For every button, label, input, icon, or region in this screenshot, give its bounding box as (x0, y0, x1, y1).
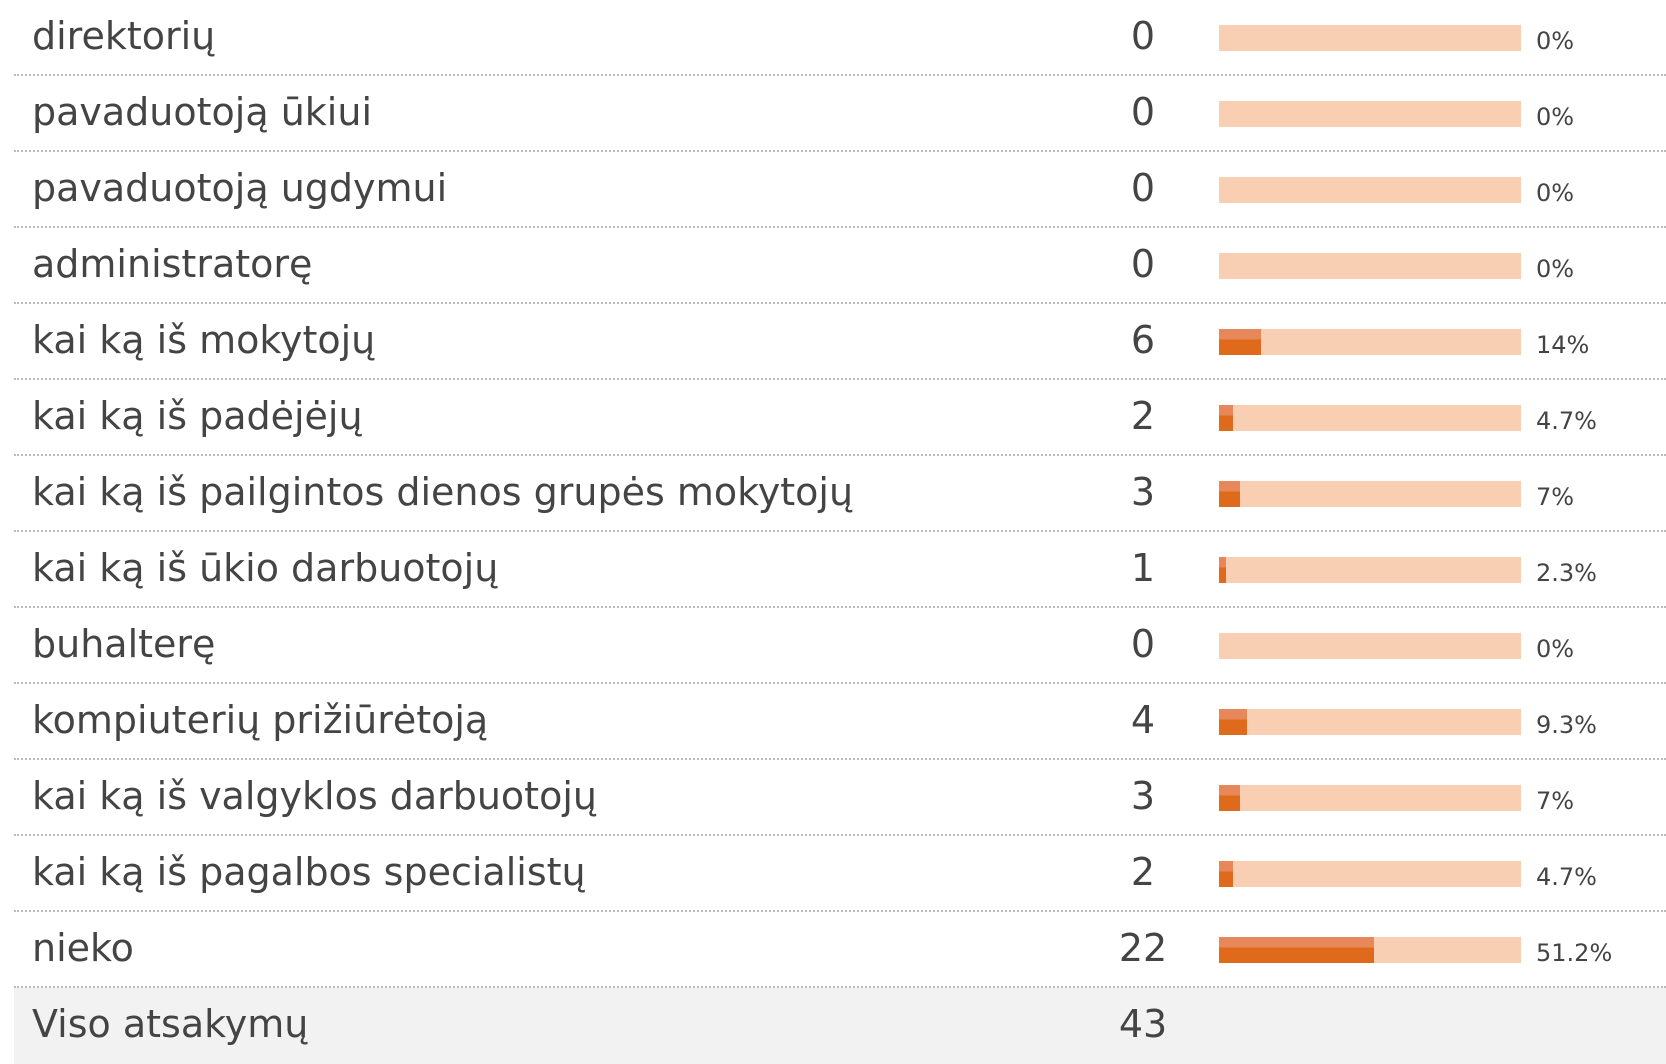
bar (1219, 709, 1248, 735)
option-label: pavaduotoją ūkiui (32, 90, 372, 134)
result-row: kai ką iš pailgintos dienos grupės mokyt… (14, 456, 1666, 532)
result-row: kompiuterių prižiūrėtoją 4 9.3% (14, 684, 1666, 760)
option-count: 4 (1130, 698, 1156, 742)
result-row: kai ką iš ūkio darbuotojų 1 2.3% (14, 532, 1666, 608)
option-label: nieko (32, 926, 134, 970)
percent-label: 4.7% (1536, 407, 1597, 435)
bar-track (1219, 481, 1521, 507)
option-count: 0 (1130, 242, 1156, 286)
total-label: Viso atsakymų (32, 1002, 309, 1046)
result-row: pavaduotoją ugdymui 0 0% (14, 152, 1666, 228)
percent-label: 2.3% (1536, 559, 1597, 587)
option-label: direktorių (32, 14, 216, 58)
option-label: pavaduotoją ugdymui (32, 166, 448, 210)
percent-label: 0% (1536, 635, 1575, 663)
result-row: buhalterę 0 0% (14, 608, 1666, 684)
result-row: nieko 22 51.2% (14, 912, 1666, 988)
percent-label: 7% (1536, 483, 1575, 511)
bar-track (1219, 937, 1521, 963)
bar (1219, 937, 1374, 963)
percent-label: 4.7% (1536, 863, 1597, 891)
bar (1219, 861, 1234, 887)
percent-label: 0% (1536, 27, 1575, 55)
option-count: 0 (1130, 622, 1156, 666)
bar-track (1219, 101, 1521, 127)
option-count: 1 (1130, 546, 1156, 590)
bar-track (1219, 785, 1521, 811)
bar-track (1219, 253, 1521, 279)
result-row: administratorę 0 0% (14, 228, 1666, 304)
option-count: 0 (1130, 14, 1156, 58)
option-count: 6 (1130, 318, 1156, 362)
result-row: direktorių 0 0% (14, 0, 1666, 76)
option-label: kai ką iš pagalbos specialistų (32, 850, 586, 894)
option-count: 3 (1130, 470, 1156, 514)
result-row: pavaduotoją ūkiui 0 0% (14, 76, 1666, 152)
option-label: kai ką iš padėjėjų (32, 394, 363, 438)
option-label: administratorę (32, 242, 313, 286)
bar-track (1219, 633, 1521, 659)
percent-label: 7% (1536, 787, 1575, 815)
option-count: 2 (1130, 394, 1156, 438)
result-row: kai ką iš padėjėjų 2 4.7% (14, 380, 1666, 456)
result-row: kai ką iš mokytojų 6 14% (14, 304, 1666, 380)
option-label: kai ką iš mokytojų (32, 318, 376, 362)
bar-track (1219, 861, 1521, 887)
option-label: kai ką iš valgyklos darbuotojų (32, 774, 597, 818)
bar (1219, 481, 1241, 507)
bar-track (1219, 329, 1521, 355)
option-label: buhalterę (32, 622, 216, 666)
option-count: 3 (1130, 774, 1156, 818)
bar-track (1219, 557, 1521, 583)
bar-track (1219, 25, 1521, 51)
bar-track (1219, 709, 1521, 735)
result-row: kai ką iš valgyklos darbuotojų 3 7% (14, 760, 1666, 836)
percent-label: 14% (1536, 331, 1590, 359)
total-count: 43 (1118, 1002, 1168, 1046)
percent-label: 9.3% (1536, 711, 1597, 739)
bar (1219, 405, 1234, 431)
option-count: 22 (1118, 926, 1168, 970)
percent-label: 0% (1536, 255, 1575, 283)
option-count: 0 (1130, 90, 1156, 134)
bar-track (1219, 177, 1521, 203)
bar-track (1219, 405, 1521, 431)
option-label: kompiuterių prižiūrėtoją (32, 698, 489, 742)
result-row: kai ką iš pagalbos specialistų 2 4.7% (14, 836, 1666, 912)
option-label: kai ką iš ūkio darbuotojų (32, 546, 499, 590)
bar (1219, 557, 1226, 583)
percent-label: 0% (1536, 103, 1575, 131)
option-label: kai ką iš pailgintos dienos grupės mokyt… (32, 470, 854, 514)
bar (1219, 785, 1241, 811)
percent-label: 51.2% (1536, 939, 1613, 967)
option-count: 0 (1130, 166, 1156, 210)
total-row: Viso atsakymų 43 (14, 988, 1666, 1064)
bar (1219, 329, 1262, 355)
percent-label: 0% (1536, 179, 1575, 207)
option-count: 2 (1130, 850, 1156, 894)
